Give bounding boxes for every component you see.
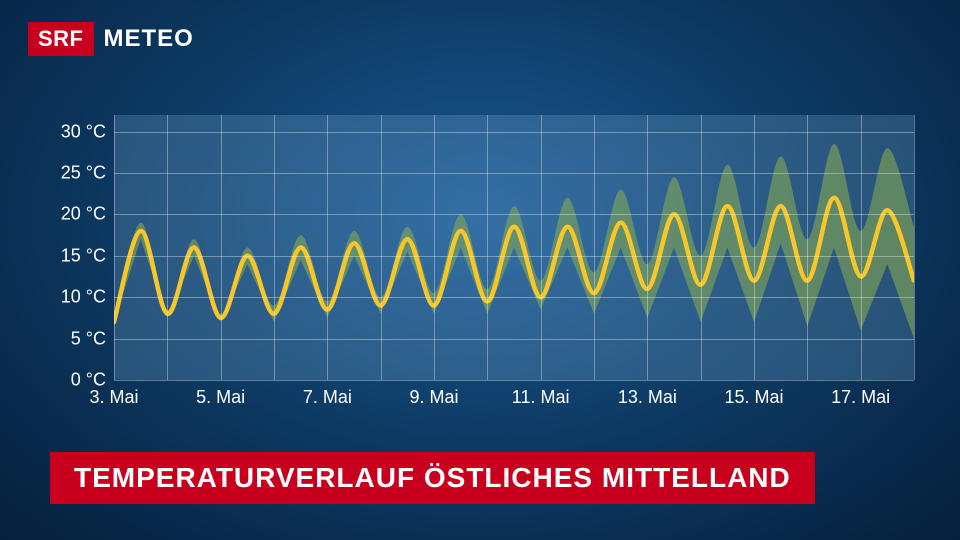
chart-svg (114, 115, 914, 380)
x-axis-label: 17. Mai (831, 387, 890, 408)
x-axis-label: 5. Mai (196, 387, 245, 408)
y-axis-label: 20 °C (48, 204, 106, 225)
grid-line-v (594, 115, 595, 380)
grid-line-h (114, 132, 914, 133)
branding-logo: SRF METEO (28, 22, 194, 56)
chart-title-bar: TEMPERATURVERLAUF ÖSTLICHES MITTELLAND (50, 452, 815, 504)
grid-line-v (647, 115, 648, 380)
x-axis-label: 15. Mai (724, 387, 783, 408)
grid-line-h (114, 256, 914, 257)
y-axis-label: 10 °C (48, 287, 106, 308)
grid-line-v (807, 115, 808, 380)
plot-area (114, 115, 914, 380)
grid-line-v (167, 115, 168, 380)
y-axis-label: 25 °C (48, 162, 106, 183)
grid-line-v (434, 115, 435, 380)
grid-line-v (701, 115, 702, 380)
x-axis-label: 13. Mai (618, 387, 677, 408)
grid-line-v (274, 115, 275, 380)
grid-line-v (327, 115, 328, 380)
meteo-label: METEO (104, 25, 194, 53)
x-axis-label: 11. Mai (512, 387, 570, 408)
grid-line-h (114, 214, 914, 215)
grid-line-v (914, 115, 915, 380)
grid-line-v (541, 115, 542, 380)
srf-logo-box: SRF (28, 22, 94, 56)
grid-line-v (487, 115, 488, 380)
grid-line-v (381, 115, 382, 380)
grid-line-h (114, 380, 914, 381)
temperature-chart: 0 °C5 °C10 °C15 °C20 °C25 °C30 °C3. Mai5… (48, 115, 918, 415)
y-axis-label: 15 °C (48, 245, 106, 266)
grid-line-v (754, 115, 755, 380)
x-axis-label: 7. Mai (303, 387, 352, 408)
grid-line-v (861, 115, 862, 380)
y-axis-label: 5 °C (48, 328, 106, 349)
grid-line-h (114, 339, 914, 340)
y-axis-label: 30 °C (48, 121, 106, 142)
grid-line-h (114, 297, 914, 298)
grid-line-h (114, 173, 914, 174)
grid-line-v (114, 115, 115, 380)
grid-line-v (221, 115, 222, 380)
x-axis-label: 3. Mai (89, 387, 138, 408)
x-axis-label: 9. Mai (409, 387, 458, 408)
